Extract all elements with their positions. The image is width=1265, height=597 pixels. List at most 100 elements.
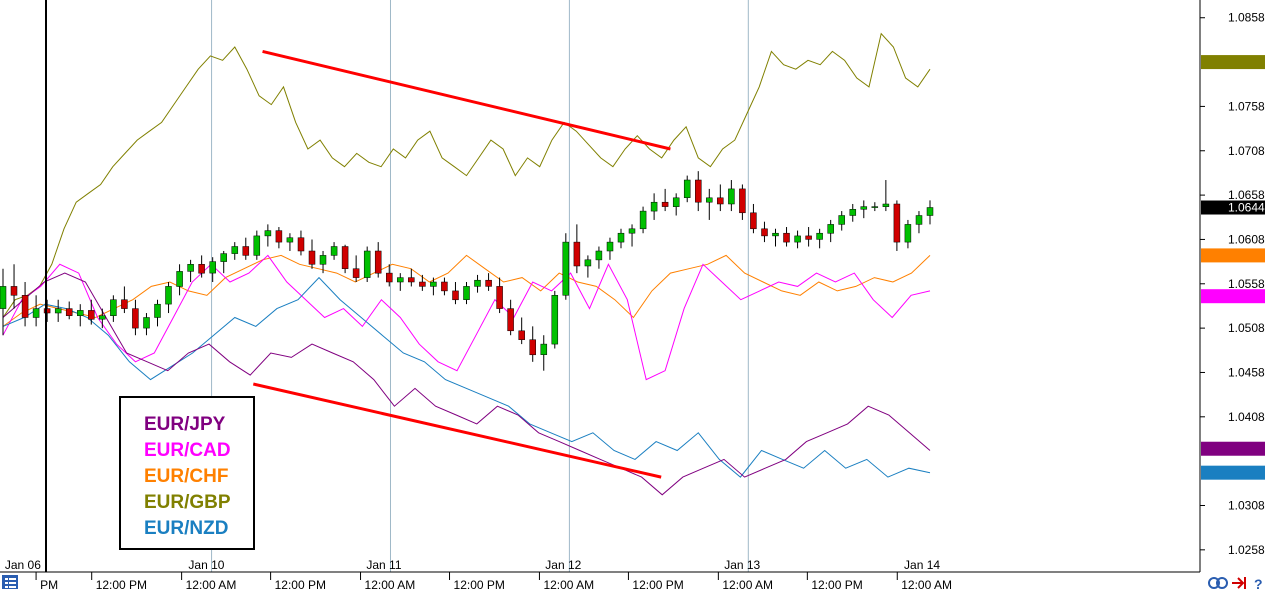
candle-body-53 — [584, 259, 592, 267]
candle-body-76 — [838, 215, 845, 225]
price-marker-1 — [1201, 248, 1265, 263]
candle-body-51 — [562, 241, 570, 296]
candle-45 — [496, 277, 503, 314]
candle-body-66 — [728, 188, 735, 205]
right-price-markers: 1.0644 — [1201, 55, 1265, 480]
series-line-eur-gbp — [2, 32, 931, 318]
candle-body-64 — [706, 197, 713, 203]
y-tick-label-10: 1.0258 — [1228, 543, 1265, 557]
candle-52 — [573, 224, 581, 274]
candle-body-34 — [374, 250, 382, 274]
candle-body-32 — [352, 268, 360, 278]
candle-33 — [363, 246, 371, 283]
candle-body-69 — [761, 228, 768, 237]
x-date-label-3: Jan 12 — [545, 558, 581, 572]
candle-62 — [683, 175, 691, 203]
candle-body-25 — [275, 230, 283, 243]
x-date-label-0: Jan 06 — [5, 558, 41, 572]
candle-body-23 — [253, 235, 261, 256]
candle-75 — [827, 219, 834, 243]
candle-56 — [617, 228, 625, 249]
candle-body-84 — [926, 207, 934, 216]
candle-body-70 — [772, 232, 779, 237]
candle-77 — [849, 203, 857, 222]
candle-body-22 — [242, 246, 250, 256]
candle-37 — [408, 268, 415, 287]
x-axis-time-labels: PM 12:00 PM 12:00 AM 12:00 PM 12:00 AM 12:00 … — [35, 572, 952, 592]
candle-body-28 — [308, 250, 316, 265]
legend: EUR/JPY EUR/CAD EUR/CHF EUR/GBP EUR/NZD — [119, 396, 255, 550]
candle-23 — [253, 230, 261, 260]
legend-entry-eur-jpy: EUR/JPY — [144, 414, 226, 435]
candle-body-12 — [132, 308, 139, 329]
candle-47 — [518, 317, 525, 345]
candle-body-56 — [617, 232, 625, 243]
candle-body-41 — [452, 290, 459, 301]
candle-body-27 — [297, 237, 305, 252]
candle-body-19 — [209, 261, 216, 274]
candle-76 — [838, 211, 845, 231]
candle-13 — [143, 313, 150, 336]
x-axis-date-labels: Jan 06 Jan 10 Jan 11 Jan 12 Jan 13 Jan 14 — [5, 558, 941, 572]
grid-icon[interactable] — [2, 575, 18, 589]
x-date-label-2: Jan 11 — [366, 558, 401, 572]
candle-body-59 — [650, 201, 658, 212]
candle-55 — [606, 237, 614, 260]
trendline-1 — [252, 382, 662, 479]
candle-42 — [463, 282, 470, 305]
candle-body-79 — [871, 206, 879, 208]
candle-body-45 — [496, 286, 503, 309]
candle-10 — [110, 295, 117, 322]
candle-29 — [319, 250, 327, 274]
candle-4 — [43, 299, 51, 322]
x-time-label-8: 12:00 AM — [722, 578, 773, 592]
candle-body-24 — [264, 230, 272, 237]
legend-entry-eur-cad: EUR/CAD — [144, 440, 231, 461]
candle-67 — [739, 184, 746, 220]
question-icon[interactable]: ? — [1254, 576, 1263, 592]
candle-body-71 — [783, 232, 790, 243]
candle-body-55 — [606, 241, 614, 252]
candle-body-0 — [0, 286, 7, 309]
candle-body-36 — [397, 277, 404, 283]
candle-body-49 — [540, 343, 548, 355]
candle-body-63 — [695, 179, 702, 203]
candle-body-75 — [827, 224, 834, 234]
candle-body-67 — [739, 188, 746, 214]
candle-body-2 — [21, 295, 29, 318]
candle-26 — [286, 233, 294, 251]
candle-body-17 — [187, 264, 194, 272]
price-marker-2 — [1201, 289, 1265, 304]
candle-51 — [562, 233, 570, 300]
candle-73 — [805, 227, 812, 247]
candle-body-40 — [441, 281, 448, 292]
candle-72 — [794, 230, 801, 249]
candle-body-83 — [915, 215, 923, 225]
candle-66 — [728, 180, 735, 212]
candle-body-61 — [672, 197, 680, 207]
overlay-series — [2, 32, 931, 496]
candle-body-78 — [860, 206, 868, 210]
candle-15 — [165, 282, 172, 314]
candle-body-20 — [220, 253, 227, 262]
legend-entry-eur-gbp: EUR/GBP — [144, 492, 231, 513]
candle-71 — [783, 227, 790, 247]
link-icon[interactable] — [1208, 577, 1228, 589]
current-price-label: 1.0644 — [1228, 201, 1265, 215]
y-tick-label-6: 1.0508 — [1228, 321, 1265, 335]
candlesticks — [0, 171, 934, 371]
legend-entry-eur-chf: EUR/CHF — [144, 466, 228, 487]
candle-64 — [706, 188, 713, 220]
candle-34 — [374, 242, 382, 278]
series-line-eur-nzd — [2, 276, 931, 478]
candle-body-3 — [32, 308, 40, 318]
candle-35 — [386, 264, 393, 287]
x-date-label-4: Jan 13 — [724, 558, 760, 572]
candle-body-73 — [805, 235, 812, 240]
candle-78 — [860, 200, 868, 219]
arrow-right-icon[interactable] — [1232, 577, 1246, 589]
series-line-eur-cad — [2, 254, 931, 381]
y-tick-label-1: 1.0758 — [1228, 99, 1265, 113]
y-tick-label-8: 1.0408 — [1228, 410, 1265, 424]
